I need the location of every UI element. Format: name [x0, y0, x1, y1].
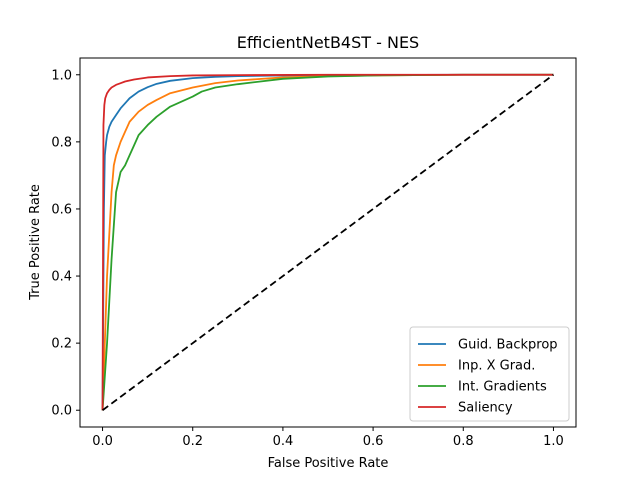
legend-entry: Inp. X Grad. — [458, 359, 535, 374]
y-tick-label: 1.0 — [51, 68, 72, 83]
axes-border — [79, 57, 577, 428]
x-tick-label: 0.8 — [453, 434, 474, 449]
y-tick-label: 0.4 — [51, 270, 72, 285]
y-axis-ticks: 0.0 0.2 0.4 0.6 0.8 1.0 — [51, 68, 80, 419]
legend-entry: Int. Gradients — [458, 380, 547, 395]
legend-entry: Guid. Backprop — [458, 338, 558, 353]
x-axis-label: False Positive Rate — [268, 456, 389, 471]
plot-lines — [101, 73, 554, 411]
x-axis-ticks: 0.0 0.2 0.4 0.6 0.8 1.0 — [92, 427, 564, 449]
y-tick-label: 0.0 — [51, 404, 72, 419]
chart-title: EfficientNetB4ST - NES — [237, 33, 419, 52]
legend-box — [409, 326, 570, 422]
x-tick-label: 0.6 — [363, 434, 384, 449]
y-axis-label: True Positive Rate — [28, 184, 43, 301]
x-tick-label: 0.4 — [273, 434, 294, 449]
legend: Guid. Backprop Inp. X Grad. Int. Gradients… — [409, 326, 570, 422]
axes-frame — [79, 57, 577, 428]
diagonal-reference-line — [102, 74, 554, 411]
x-tick-label: 1.0 — [543, 434, 564, 449]
y-tick-label: 0.6 — [51, 202, 72, 217]
y-tick-label: 0.8 — [51, 135, 72, 150]
x-tick-label: 0.2 — [182, 434, 203, 449]
legend-entry: Saliency — [458, 401, 513, 416]
y-tick-label: 0.2 — [51, 337, 72, 352]
series-line-2 — [101, 73, 554, 411]
series-line-3 — [101, 73, 554, 411]
x-tick-label: 0.0 — [92, 434, 113, 449]
